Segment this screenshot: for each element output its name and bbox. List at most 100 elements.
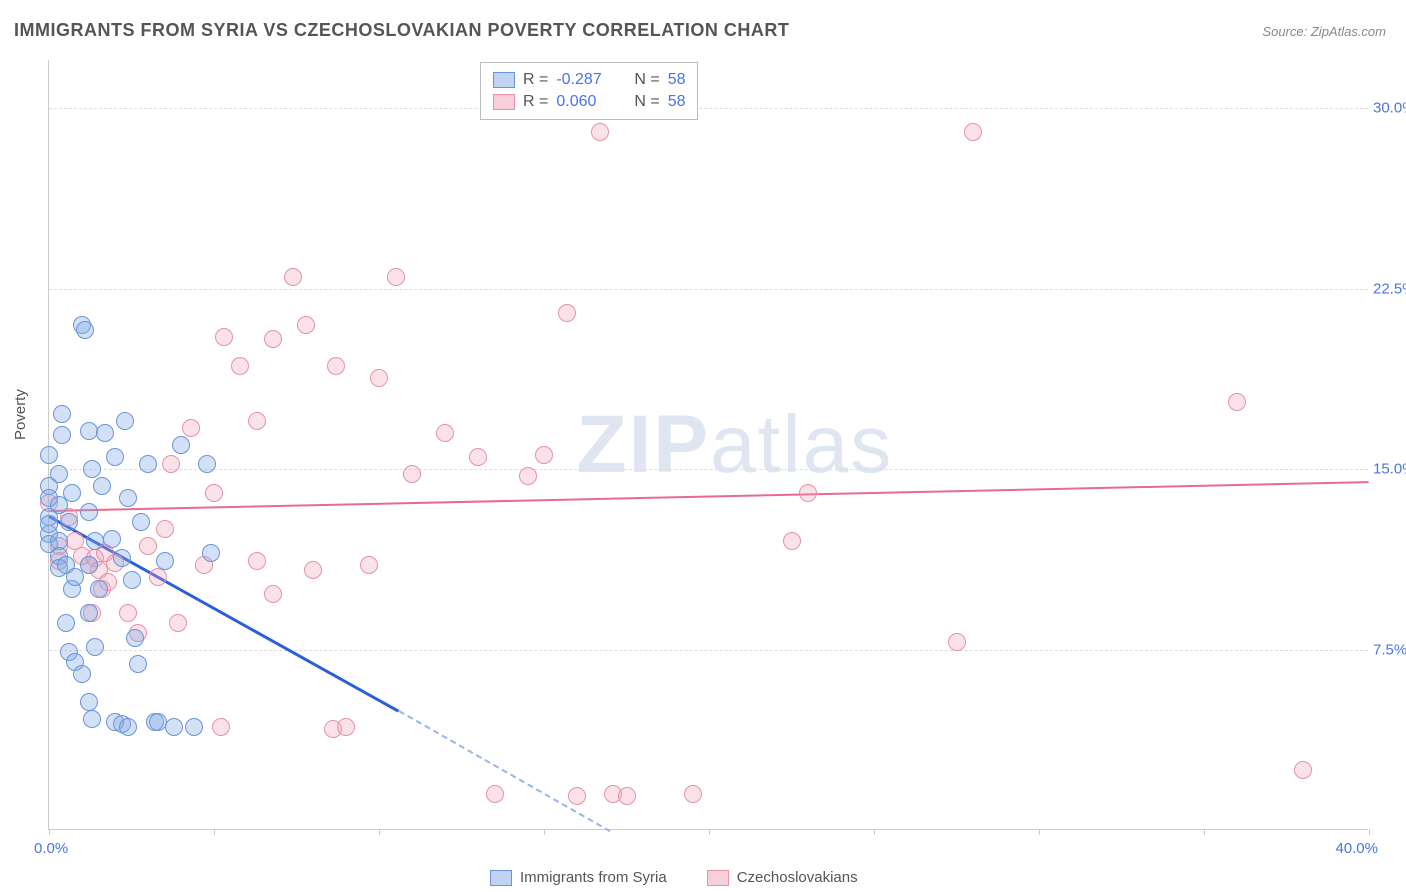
- data-point-czech: [215, 328, 233, 346]
- data-point-czech: [264, 585, 282, 603]
- data-point-czech: [231, 357, 249, 375]
- data-point-czech: [297, 316, 315, 334]
- n-value-syria: 58: [668, 71, 686, 89]
- data-point-syria: [129, 655, 147, 673]
- y-tick-label: 7.5%: [1373, 641, 1406, 658]
- data-point-czech: [139, 537, 157, 555]
- data-point-czech: [156, 520, 174, 538]
- data-point-syria: [156, 552, 174, 570]
- data-point-syria: [83, 460, 101, 478]
- r-value-syria: -0.287: [556, 71, 616, 89]
- data-point-syria: [185, 718, 203, 736]
- grid-line: [49, 469, 1368, 470]
- data-point-czech: [948, 633, 966, 651]
- y-tick-label: 30.0%: [1373, 100, 1406, 117]
- legend-item-czech: Czechoslovakians: [707, 869, 858, 886]
- swatch-czech-icon: [707, 870, 729, 886]
- n-value-czech: 58: [668, 93, 686, 111]
- data-point-czech: [327, 357, 345, 375]
- data-point-czech: [799, 484, 817, 502]
- x-tick-mark: [214, 829, 215, 835]
- correlation-legend: R = -0.287 N = 58 R = 0.060 N = 58: [480, 62, 698, 120]
- x-tick-mark: [709, 829, 710, 835]
- data-point-syria: [172, 436, 190, 454]
- data-point-czech: [169, 614, 187, 632]
- data-point-syria: [139, 455, 157, 473]
- data-point-czech: [618, 787, 636, 805]
- watermark-zip: ZIP: [576, 399, 710, 490]
- data-point-syria: [90, 580, 108, 598]
- y-axis-label: Poverty: [12, 389, 29, 440]
- data-point-syria: [80, 693, 98, 711]
- data-point-syria: [73, 665, 91, 683]
- data-point-czech: [337, 718, 355, 736]
- data-point-czech: [387, 268, 405, 286]
- data-point-czech: [591, 123, 609, 141]
- data-point-syria: [132, 513, 150, 531]
- data-point-czech: [1294, 761, 1312, 779]
- data-point-czech: [264, 330, 282, 348]
- data-point-czech: [205, 484, 223, 502]
- x-tick-mark: [544, 829, 545, 835]
- data-point-syria: [80, 556, 98, 574]
- data-point-czech: [964, 123, 982, 141]
- data-point-syria: [76, 321, 94, 339]
- data-point-syria: [119, 718, 137, 736]
- data-point-syria: [165, 718, 183, 736]
- data-point-syria: [60, 513, 78, 531]
- data-point-czech: [403, 465, 421, 483]
- r-label: R =: [523, 93, 548, 111]
- data-point-syria: [83, 710, 101, 728]
- swatch-czech-icon: [493, 94, 515, 110]
- data-point-syria: [123, 571, 141, 589]
- chart-title: IMMIGRANTS FROM SYRIA VS CZECHOSLOVAKIAN…: [14, 20, 789, 41]
- data-point-syria: [149, 713, 167, 731]
- data-point-czech: [248, 412, 266, 430]
- x-tick-mark: [379, 829, 380, 835]
- source-label: Source:: [1262, 24, 1307, 39]
- data-point-syria: [40, 446, 58, 464]
- data-point-syria: [202, 544, 220, 562]
- x-tick-mark: [1369, 829, 1370, 835]
- data-point-syria: [80, 604, 98, 622]
- data-point-czech: [519, 467, 537, 485]
- data-point-syria: [198, 455, 216, 473]
- legend-label-czech: Czechoslovakians: [737, 869, 858, 886]
- data-point-czech: [284, 268, 302, 286]
- grid-line: [49, 650, 1368, 651]
- plot-area: ZIPatlas 0.0% 40.0% 7.5%15.0%22.5%30.0%: [48, 60, 1368, 830]
- data-point-czech: [568, 787, 586, 805]
- data-point-czech: [486, 785, 504, 803]
- data-point-czech: [558, 304, 576, 322]
- r-label: R =: [523, 71, 548, 89]
- data-point-syria: [40, 515, 58, 533]
- n-label: N =: [634, 71, 659, 89]
- r-value-czech: 0.060: [556, 93, 616, 111]
- x-tick-mark: [49, 829, 50, 835]
- data-point-czech: [360, 556, 378, 574]
- data-point-czech: [119, 604, 137, 622]
- data-point-syria: [116, 412, 134, 430]
- data-point-syria: [113, 549, 131, 567]
- source-value: ZipAtlas.com: [1311, 24, 1386, 39]
- data-point-czech: [162, 455, 180, 473]
- series-legend: Immigrants from Syria Czechoslovakians: [490, 869, 858, 886]
- grid-line: [49, 108, 1368, 109]
- data-point-czech: [684, 785, 702, 803]
- x-tick-mark: [1039, 829, 1040, 835]
- data-point-syria: [119, 489, 137, 507]
- n-label: N =: [634, 93, 659, 111]
- swatch-syria-icon: [490, 870, 512, 886]
- data-point-syria: [50, 465, 68, 483]
- data-point-syria: [86, 532, 104, 550]
- swatch-syria-icon: [493, 72, 515, 88]
- y-tick-label: 15.0%: [1373, 461, 1406, 478]
- legend-label-syria: Immigrants from Syria: [520, 869, 667, 886]
- data-point-syria: [53, 405, 71, 423]
- data-point-syria: [53, 426, 71, 444]
- y-tick-label: 22.5%: [1373, 280, 1406, 297]
- trend-line-syria-dash: [398, 710, 610, 832]
- data-point-syria: [93, 477, 111, 495]
- data-point-syria: [80, 422, 98, 440]
- data-point-syria: [63, 484, 81, 502]
